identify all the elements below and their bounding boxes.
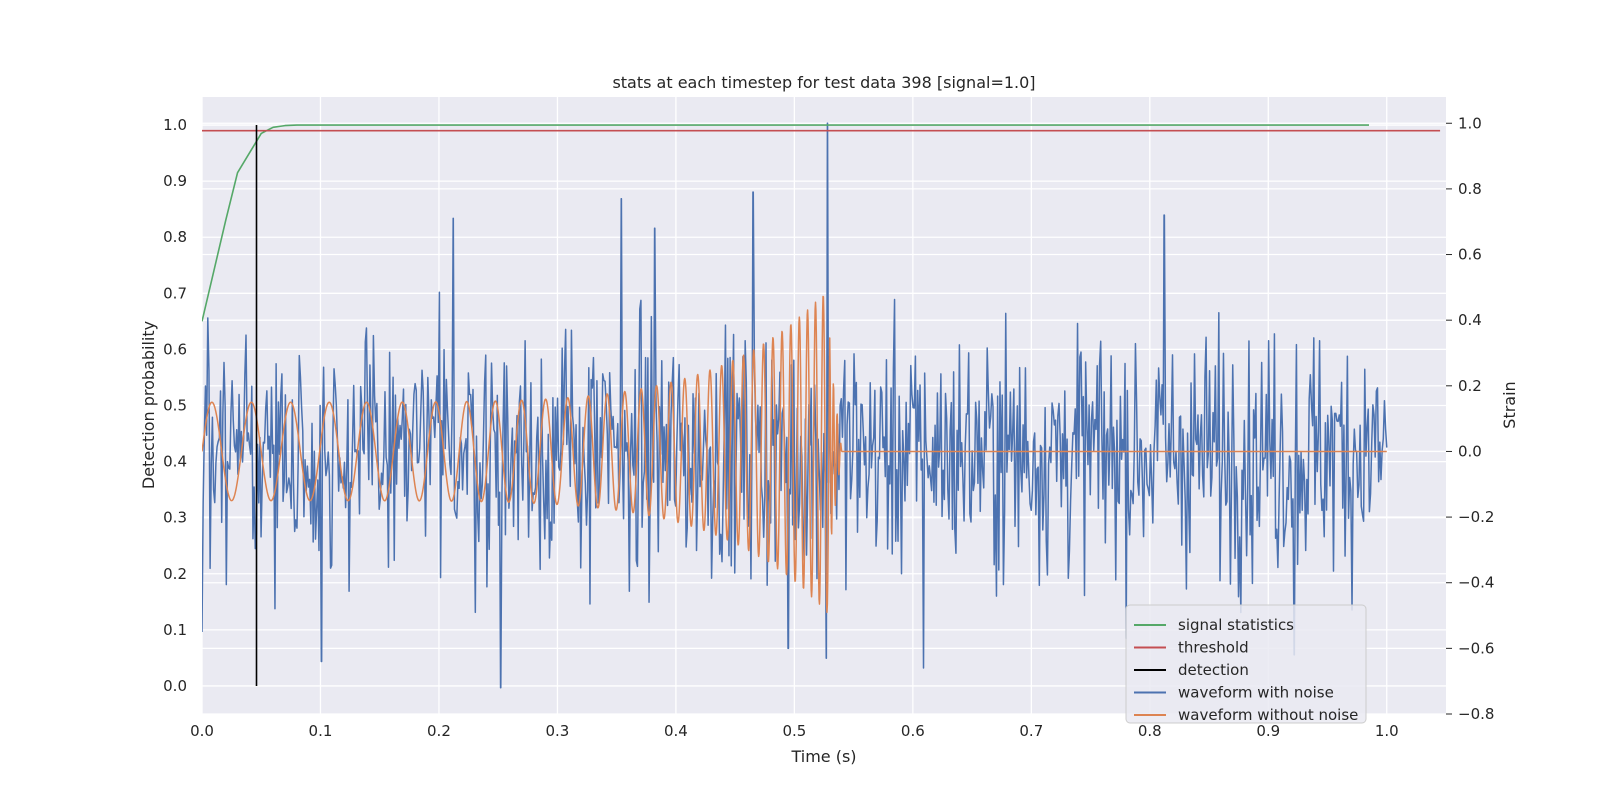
- x-tick-label: 0.3: [545, 722, 569, 740]
- legend-label-threshold: threshold: [1178, 639, 1249, 657]
- x-axis-ticks: 0.0 0.1 0.2 0.3 0.4 0.5 0.6 0.7 0.8 0.9 1.0: [190, 722, 1399, 740]
- legend-label-detection: detection: [1178, 661, 1249, 679]
- legend-label-signal-statistics: signal statistics: [1178, 616, 1294, 634]
- y2-tick-label: 0.4: [1458, 311, 1482, 329]
- x-tick-label: 0.5: [782, 722, 806, 740]
- y2-tick-label: −0.4: [1458, 574, 1494, 592]
- series-layer: [202, 122, 1441, 689]
- legend: signal statistics threshold detection wavef…: [1125, 604, 1367, 724]
- legend-box: [1125, 604, 1367, 724]
- x-tick-label: 0.7: [1019, 722, 1043, 740]
- series-line-waveform-without-noise: [202, 295, 1388, 614]
- x-tick-label: 0.0: [190, 722, 214, 740]
- y2-tick-label: 0.2: [1458, 377, 1482, 395]
- x-tick-label: 0.4: [664, 722, 688, 740]
- y-axis-ticks: 0.0 0.1 0.2 0.3 0.4 0.5 0.6 0.7 0.8 0.9 1.0: [163, 116, 187, 695]
- x-tick-label: 0.2: [427, 722, 451, 740]
- y2-tick-label: 1.0: [1458, 114, 1482, 132]
- x-tick-label: 0.1: [309, 722, 333, 740]
- y2-tick-label: 0.8: [1458, 180, 1482, 198]
- chart-title: stats at each timestep for test data 398…: [612, 73, 1035, 92]
- y-tick-label: 0.4: [163, 453, 187, 471]
- legend-label-waveform-with-noise: waveform with noise: [1178, 684, 1334, 702]
- y2-tick-label: 0.0: [1458, 442, 1482, 460]
- y-tick-label: 0.7: [163, 284, 187, 302]
- y-tick-label: 0.3: [163, 509, 187, 527]
- y2-axis-ticks: −0.8 −0.6 −0.4 −0.2 0.0 0.2 0.4 0.6 0.8 1.0: [1446, 114, 1494, 723]
- y2-tick-label: −0.2: [1458, 508, 1494, 526]
- y-axis-title: Detection probability: [139, 321, 158, 489]
- y-tick-label: 0.5: [163, 397, 187, 415]
- y-tick-label: 0.0: [163, 677, 187, 695]
- legend-label-waveform-without-noise: waveform without noise: [1178, 706, 1358, 724]
- y2-tick-label: 0.6: [1458, 246, 1482, 264]
- x-tick-label: 1.0: [1375, 722, 1399, 740]
- y-tick-label: 0.1: [163, 621, 187, 639]
- y-tick-label: 0.9: [163, 172, 187, 190]
- y-tick-label: 0.6: [163, 340, 187, 358]
- y-tick-label: 0.8: [163, 228, 187, 246]
- y2-tick-label: −0.6: [1458, 639, 1494, 657]
- y-tick-label: 1.0: [163, 116, 187, 134]
- x-axis-title: Time (s): [790, 747, 856, 766]
- x-tick-label: 0.6: [901, 722, 925, 740]
- x-tick-label: 0.8: [1138, 722, 1162, 740]
- y2-axis-title: Strain: [1500, 381, 1519, 428]
- x-tick-label: 0.9: [1256, 722, 1280, 740]
- y2-tick-label: −0.8: [1458, 705, 1494, 723]
- y-tick-label: 0.2: [163, 565, 187, 583]
- series-line-signal-statistics: [202, 124, 1369, 322]
